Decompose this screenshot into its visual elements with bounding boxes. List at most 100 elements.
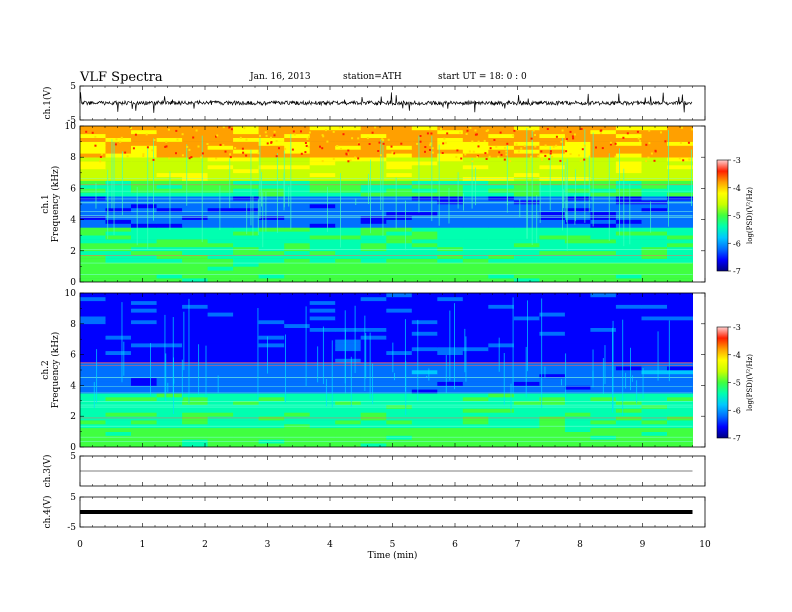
spectrogram-cell bbox=[539, 327, 566, 332]
noise-speck bbox=[523, 144, 526, 147]
noise-speck bbox=[132, 147, 135, 150]
spectrogram-cell bbox=[207, 377, 234, 382]
spectrogram-cell bbox=[667, 412, 693, 417]
spectrogram-cell bbox=[667, 274, 693, 279]
spectrogram-cell bbox=[615, 141, 642, 146]
spectrogram-cell bbox=[335, 137, 362, 142]
spectrogram-cell bbox=[590, 274, 617, 279]
spectrogram-cell bbox=[386, 246, 413, 252]
spectrogram-cell bbox=[131, 196, 157, 201]
spectrogram-cell bbox=[488, 319, 515, 325]
spectrogram-cell bbox=[488, 354, 515, 359]
spectrogram-cell bbox=[335, 350, 362, 355]
spectrogram-cell bbox=[309, 370, 336, 375]
spectrogram-cell bbox=[488, 339, 515, 344]
noise-speck bbox=[565, 150, 568, 153]
spectrogram-cell bbox=[309, 431, 336, 436]
spectrogram-cell bbox=[590, 427, 617, 432]
spectrogram-cell bbox=[207, 339, 234, 344]
noise-speck bbox=[387, 138, 390, 141]
spectrogram-cell bbox=[462, 377, 489, 382]
spectrogram-cell bbox=[615, 354, 642, 359]
spectrogram-cell bbox=[641, 153, 668, 158]
spectrogram-cell bbox=[131, 381, 157, 386]
spectrogram-cell bbox=[386, 129, 413, 135]
spectrogram-cell bbox=[641, 366, 668, 371]
spectrogram-cell bbox=[105, 180, 132, 185]
spectrogram-cell bbox=[207, 362, 234, 367]
spectrogram-cell bbox=[233, 157, 260, 162]
spectrogram-cell bbox=[80, 126, 106, 131]
spectrogram-cell bbox=[131, 180, 157, 185]
noise-speck bbox=[569, 130, 572, 133]
spectrogram-cell bbox=[335, 316, 362, 321]
spectrogram-cell bbox=[462, 393, 489, 398]
spectrogram-cell bbox=[641, 343, 668, 348]
spectrogram-cell bbox=[233, 389, 260, 394]
spectrogram-cell bbox=[667, 133, 693, 138]
y-tick-label: 6 bbox=[70, 351, 76, 361]
spectrogram-cell bbox=[488, 381, 515, 386]
spectrogram-cell bbox=[641, 362, 668, 367]
spectrogram-cell bbox=[615, 316, 642, 321]
spectrogram-cell bbox=[539, 400, 566, 405]
spectrogram-cell bbox=[411, 393, 438, 398]
spectrogram-cell bbox=[360, 161, 387, 166]
noise-speck bbox=[357, 137, 360, 140]
spectrogram-cell bbox=[411, 354, 438, 359]
spectrogram-cell bbox=[615, 239, 642, 244]
spectrogram-cell bbox=[539, 192, 566, 197]
spectrogram-cell bbox=[233, 145, 260, 150]
spectrogram-cell bbox=[258, 339, 285, 344]
spectrogram-cell bbox=[462, 137, 489, 142]
spectrogram-cell bbox=[590, 396, 617, 402]
spectrogram-cell bbox=[284, 157, 311, 162]
spectrogram-cell bbox=[335, 176, 362, 181]
spectrogram-cell bbox=[462, 219, 489, 224]
noise-speck bbox=[465, 133, 468, 135]
spectrogram-cell bbox=[105, 408, 132, 413]
spectrogram-cell bbox=[105, 270, 132, 275]
spectrogram-cell bbox=[156, 366, 183, 371]
spectrogram-cell bbox=[641, 274, 668, 279]
spectrogram-cell bbox=[615, 153, 642, 158]
spectrogram-cell bbox=[437, 270, 464, 275]
spectrogram-cell bbox=[641, 435, 668, 440]
spectrogram-cell bbox=[462, 129, 489, 135]
spectrogram-cell bbox=[233, 258, 260, 263]
spectrogram-cell bbox=[488, 219, 515, 224]
spectrogram-cell bbox=[411, 400, 438, 405]
spectrogram-cell bbox=[411, 420, 438, 425]
spectrogram-cell bbox=[411, 219, 438, 224]
spectrogram-cell bbox=[462, 389, 489, 394]
spectrogram-cell bbox=[207, 258, 234, 263]
spectrogram-cell bbox=[539, 412, 566, 417]
spectrogram-cell bbox=[641, 262, 668, 267]
spectrogram-cell bbox=[156, 396, 183, 402]
spectrogram-cell bbox=[641, 416, 668, 421]
spectrogram-cell bbox=[615, 420, 642, 425]
spectrogram-cell bbox=[462, 270, 489, 275]
spectrogram-cell bbox=[564, 358, 591, 363]
spectrogram-cell bbox=[284, 427, 311, 432]
noise-speck bbox=[332, 130, 335, 133]
spectrogram-cell bbox=[309, 188, 336, 193]
spectrogram-cell bbox=[462, 145, 489, 150]
noise-speck bbox=[486, 129, 489, 132]
spectrogram-cell bbox=[309, 141, 336, 146]
spectrogram-cell bbox=[284, 381, 311, 386]
spectrogram-cell bbox=[131, 192, 157, 197]
noise-speck bbox=[600, 129, 603, 132]
noise-speck bbox=[679, 141, 682, 144]
spectrogram-cell bbox=[386, 188, 413, 193]
x-tick-label: 2 bbox=[202, 540, 208, 550]
ylabel-ch4: ch.4(V) bbox=[42, 496, 53, 529]
spectrogram-cell bbox=[80, 161, 106, 166]
spectrogram-cell bbox=[641, 420, 668, 425]
spectrogram-cell bbox=[258, 358, 285, 363]
spectrogram-cell bbox=[80, 153, 106, 158]
spectrogram-cell bbox=[182, 308, 209, 313]
spectrogram-cell bbox=[411, 408, 438, 413]
noise-speck bbox=[245, 138, 248, 141]
noise-speck bbox=[345, 153, 348, 156]
